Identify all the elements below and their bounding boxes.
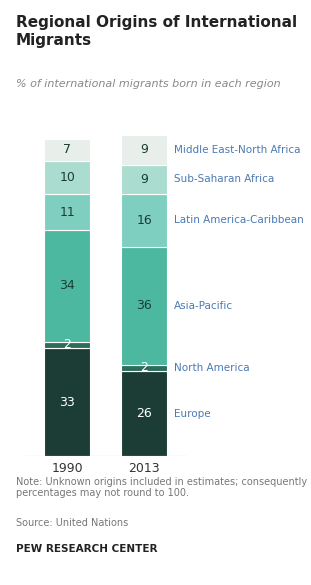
Text: PEW RESEARCH CENTER: PEW RESEARCH CENTER [16,544,157,554]
Bar [121,194,167,247]
Text: 10: 10 [59,171,75,184]
Bar [44,348,90,456]
Bar [121,247,167,364]
Text: Note: Unknown origins included in estimates; consequently
percentages may not ro: Note: Unknown origins included in estima… [16,477,307,498]
Bar [44,161,90,194]
Text: North America: North America [174,363,249,373]
Text: Latin America-Caribbean: Latin America-Caribbean [174,215,303,225]
Text: 34: 34 [59,280,75,292]
Bar [44,342,90,348]
Bar [121,364,167,371]
Text: Middle East-North Africa: Middle East-North Africa [174,145,300,155]
Text: Europe: Europe [174,409,210,419]
Text: 2: 2 [63,338,71,352]
Bar [44,230,90,342]
Text: 7: 7 [63,143,71,157]
Text: 26: 26 [136,407,152,420]
Bar [44,194,90,230]
Text: 2: 2 [140,362,148,374]
Bar [121,165,167,194]
Text: % of international migrants born in each region: % of international migrants born in each… [16,79,280,89]
Text: 33: 33 [59,395,75,409]
Text: Asia-Pacific: Asia-Pacific [174,301,233,311]
Text: 9: 9 [140,173,148,186]
Text: Regional Origins of International
Migrants: Regional Origins of International Migran… [16,15,297,48]
Text: 16: 16 [136,214,152,227]
Bar [121,135,167,165]
Text: 36: 36 [136,299,152,312]
Bar [121,371,167,456]
Text: Sub-Saharan Africa: Sub-Saharan Africa [174,174,274,184]
Bar [44,139,90,161]
Text: Source: United Nations: Source: United Nations [16,518,128,528]
Text: 11: 11 [59,206,75,219]
Text: 9: 9 [140,143,148,157]
